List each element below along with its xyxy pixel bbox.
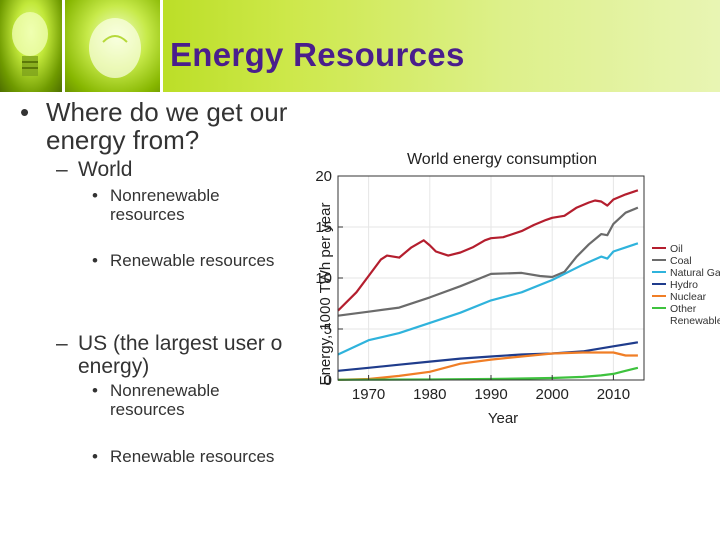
legend-label: Nuclear xyxy=(670,291,707,303)
bullet-dot: • xyxy=(92,251,98,270)
y-tick-label: 20 xyxy=(315,168,332,185)
bullet-text: Where do we get our xyxy=(46,97,288,127)
bullet-text: resources xyxy=(110,400,185,419)
legend-label: Hydro xyxy=(670,279,698,291)
energy-consumption-chart: World energy consumption Energy, 1000 TW… xyxy=(310,140,720,430)
legend-label: Coal xyxy=(670,255,692,267)
subheading-world: World xyxy=(78,158,133,181)
legend-label: Renewable xyxy=(670,315,720,327)
bullet-dot: • xyxy=(92,381,98,400)
slide-header: Energy Resources xyxy=(0,0,720,92)
light-bulb-icon xyxy=(0,0,62,92)
x-tick-label: 1990 xyxy=(474,386,507,403)
y-tick-label: 0 xyxy=(324,372,332,389)
slide-title: Energy Resources xyxy=(170,36,465,73)
subheading-us: energy) xyxy=(78,355,150,378)
bullet-text: Nonrenewable xyxy=(110,186,220,205)
light-bulb-icon xyxy=(65,0,160,92)
chart-ticks: 0 5 10 15 20 1970 1980 1990 2000 2010 xyxy=(315,168,630,403)
bullet-text: Renewable resources xyxy=(110,251,275,270)
y-tick-label: 10 xyxy=(315,270,332,287)
bullet-dot: • xyxy=(92,186,98,205)
x-tick-label: 1970 xyxy=(352,386,385,403)
header-divider xyxy=(160,0,163,92)
x-axis-label: Year xyxy=(488,410,518,427)
chart-background xyxy=(310,140,720,430)
series-line-natural-gas xyxy=(337,242,639,356)
dash-marker: – xyxy=(56,332,68,355)
bullet-text: Renewable resources xyxy=(110,447,275,466)
series-line-oil xyxy=(337,189,639,312)
chart-series xyxy=(337,189,639,381)
bullet-text: resources xyxy=(110,205,185,224)
y-tick-label: 5 xyxy=(324,321,332,338)
bullet-dot: • xyxy=(92,447,98,466)
y-axis-label: Energy, 1000 TWh per year xyxy=(317,203,334,386)
bullet-text: energy from? xyxy=(46,125,200,155)
legend-label: Other xyxy=(670,303,697,315)
x-tick-label: 1980 xyxy=(413,386,446,403)
bullet-text: Nonrenewable xyxy=(110,381,220,400)
series-line-coal xyxy=(337,206,639,317)
header-divider xyxy=(62,0,65,92)
legend-label: Natural Gas xyxy=(670,267,720,279)
x-tick-label: 2000 xyxy=(536,386,569,403)
chart-title: World energy consumption xyxy=(407,151,597,168)
legend-label: Oil xyxy=(670,243,683,255)
series-line-nuclear xyxy=(337,351,638,381)
x-tick-label: 2010 xyxy=(597,386,630,403)
bullet-dot: • xyxy=(20,97,30,127)
y-tick-label: 15 xyxy=(315,219,332,236)
subheading-us: US (the largest user o xyxy=(78,332,283,355)
dash-marker: – xyxy=(56,158,68,181)
series-line-hydro xyxy=(337,341,639,372)
